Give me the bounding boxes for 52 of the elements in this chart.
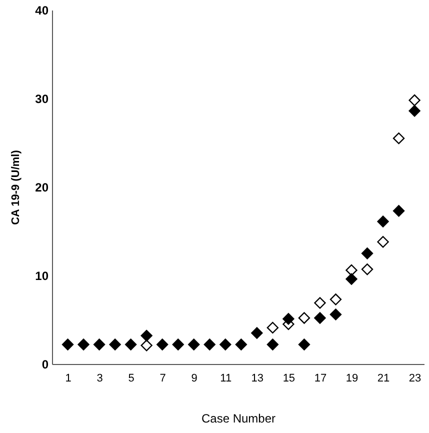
point xyxy=(204,338,216,350)
point xyxy=(266,338,279,350)
x-tick-label: 21 xyxy=(377,372,390,384)
point xyxy=(330,308,342,320)
point xyxy=(408,105,420,117)
point xyxy=(124,338,137,350)
point xyxy=(140,330,152,342)
point xyxy=(346,264,358,276)
x-tick-label: 3 xyxy=(96,372,103,384)
point xyxy=(109,338,121,350)
point xyxy=(235,338,247,350)
x-tick-label: 11 xyxy=(220,372,232,384)
x-tick-label: 5 xyxy=(128,372,134,384)
x-tick-label: 9 xyxy=(191,372,198,384)
point xyxy=(298,312,310,324)
point xyxy=(377,216,389,228)
x-tick-label: 1 xyxy=(65,372,72,384)
point xyxy=(330,294,342,306)
x-tick-label: 13 xyxy=(251,372,264,384)
point xyxy=(392,205,405,217)
x-tick-label: 19 xyxy=(346,372,358,384)
y-tick-label: 0 xyxy=(42,358,49,372)
point xyxy=(314,312,326,324)
point xyxy=(188,338,200,350)
point xyxy=(361,248,374,260)
point xyxy=(314,297,326,309)
point xyxy=(62,338,74,350)
x-axis-title: Case Number xyxy=(201,412,276,426)
x-tick-label: 7 xyxy=(160,372,166,384)
x-tick-label: 23 xyxy=(408,372,422,384)
point xyxy=(78,338,90,350)
y-axis-title: CA 19-9 (U/ml) xyxy=(10,150,22,225)
point xyxy=(93,338,106,350)
point xyxy=(266,322,279,334)
point xyxy=(220,338,232,350)
point xyxy=(140,340,152,352)
point xyxy=(408,94,420,106)
point xyxy=(251,327,263,339)
point xyxy=(377,236,389,248)
point xyxy=(156,338,168,350)
y-tick-label: 30 xyxy=(35,92,49,106)
point xyxy=(346,273,358,285)
x-tick-label: 15 xyxy=(282,372,296,384)
y-tick-label: 40 xyxy=(35,4,49,18)
point xyxy=(282,313,294,325)
x-tick-label: 17 xyxy=(314,372,327,384)
point xyxy=(392,132,405,144)
y-tick-label: 20 xyxy=(35,180,49,194)
point xyxy=(298,338,310,350)
y-tick-label: 10 xyxy=(35,269,49,283)
point xyxy=(172,338,184,350)
point xyxy=(361,263,374,276)
